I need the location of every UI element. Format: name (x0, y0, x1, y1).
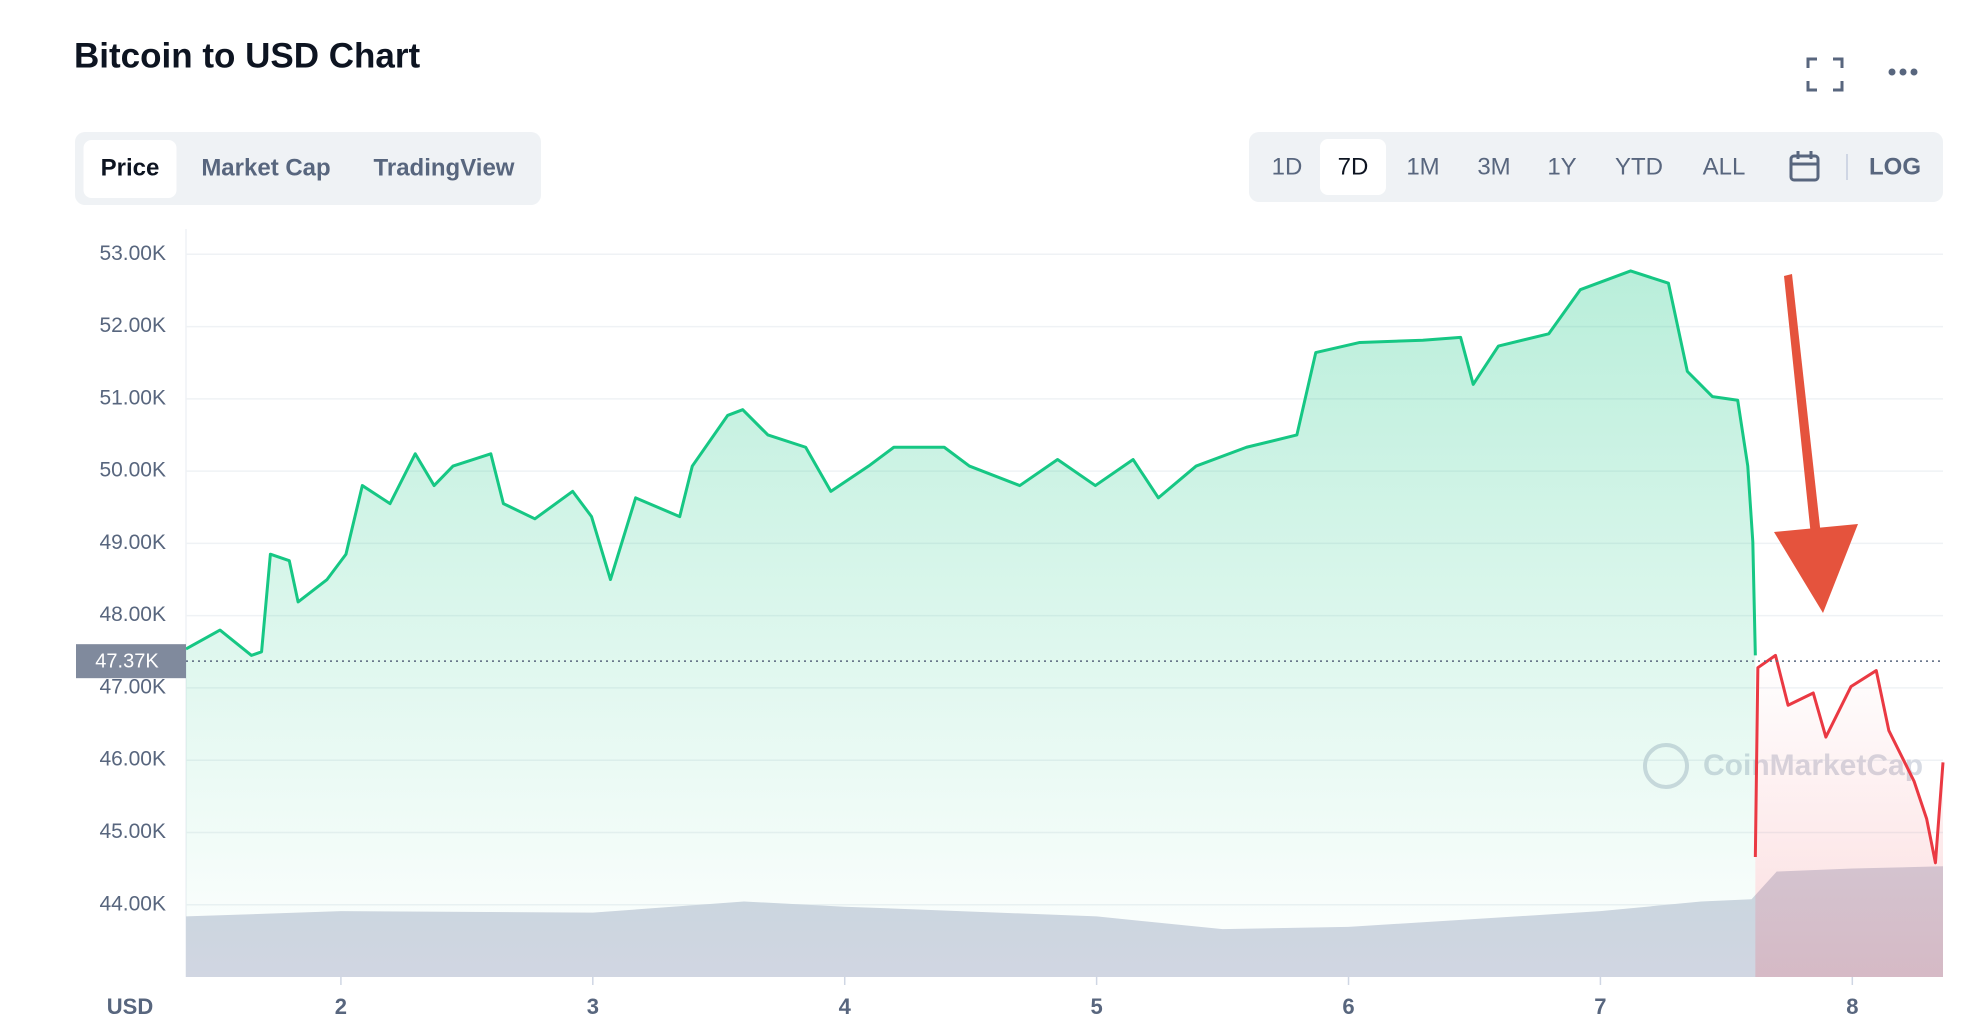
x-tick-label: 4 (839, 994, 852, 1019)
range-active-bg (1320, 139, 1386, 195)
y-tick-label: 51.00K (99, 386, 166, 409)
reference-label: 47.37K (95, 650, 159, 672)
range-button[interactable]: 7D (1338, 153, 1369, 180)
range-button[interactable]: 1M (1406, 153, 1439, 180)
log-button[interactable]: LOG (1869, 153, 1921, 180)
range-button[interactable]: 1D (1272, 153, 1303, 180)
y-tick-label: 53.00K (99, 242, 166, 265)
red-arrow (1774, 274, 1858, 613)
price-line (185, 269, 1757, 657)
y-tick-label: 46.00K (99, 748, 166, 771)
x-tick-label: 6 (1342, 994, 1354, 1019)
chart-title: Bitcoin to USD Chart (74, 36, 420, 75)
fullscreen-icon[interactable] (1806, 57, 1844, 92)
x-tick-label: 2 (335, 994, 347, 1019)
price-area (1755, 655, 1943, 977)
y-tick-label: 48.00K (99, 603, 166, 626)
y-tick-label: 52.00K (99, 314, 166, 337)
x-tick-label: 5 (1090, 994, 1102, 1019)
calendar-icon[interactable] (1789, 151, 1820, 182)
y-tick-label: 47.00K (99, 675, 166, 698)
price-line (1753, 653, 1945, 865)
x-tick-label: 8 (1846, 994, 1858, 1019)
y-tick-label: 44.00K (99, 892, 166, 915)
range-button[interactable]: 3M (1477, 153, 1510, 180)
reference-label-bg (76, 644, 186, 679)
y-tick-label: 49.00K (99, 531, 166, 554)
tab-active-bg (83, 140, 177, 198)
tab[interactable]: Market Cap (201, 154, 330, 181)
y-tick-label: 45.00K (99, 820, 166, 843)
more-icon[interactable] (1888, 68, 1918, 76)
range-button[interactable]: YTD (1615, 153, 1663, 180)
range-button[interactable]: 1Y (1547, 153, 1576, 180)
y-tick-label: 50.00K (99, 459, 166, 482)
price-area (186, 270, 1756, 978)
tab[interactable]: Price (101, 154, 160, 181)
tab-group (75, 132, 541, 205)
x-tick-label: 3 (587, 994, 599, 1019)
tab[interactable]: TradingView (374, 154, 515, 181)
range-button[interactable]: ALL (1703, 153, 1746, 180)
x-tick-label: 7 (1594, 994, 1606, 1019)
currency-label: USD (107, 994, 153, 1019)
range-group (1249, 132, 1943, 202)
